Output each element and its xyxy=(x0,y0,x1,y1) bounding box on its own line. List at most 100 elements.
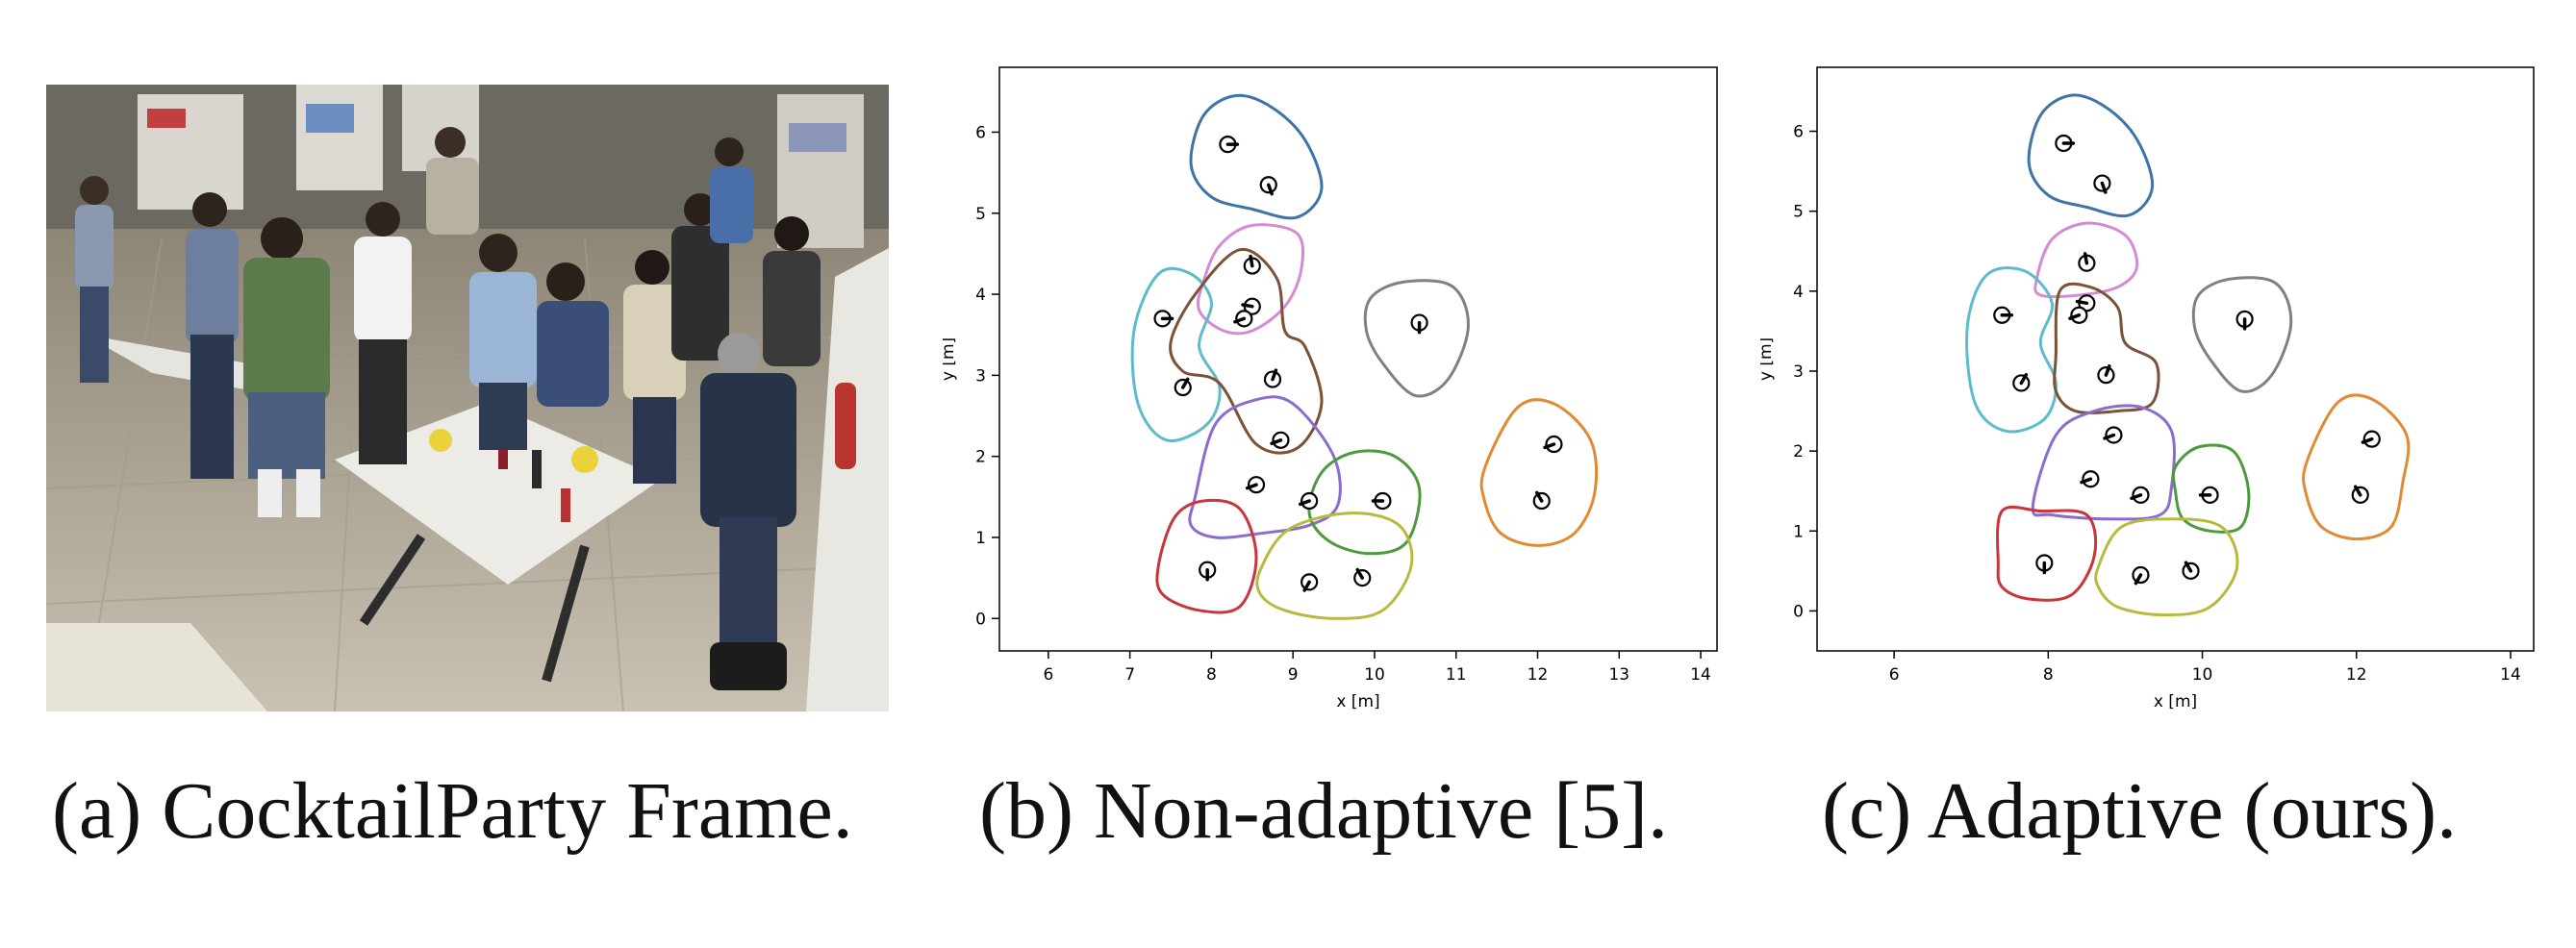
person-marker xyxy=(1245,476,1266,494)
x-tick-label: 14 xyxy=(1690,665,1711,685)
y-tick-label: 0 xyxy=(975,610,986,629)
x-tick-label: 12 xyxy=(1528,665,1549,685)
caption-b: (b) Non-adaptive [5]. xyxy=(979,766,1669,856)
person-marker xyxy=(2068,306,2088,324)
y-tick-label: 6 xyxy=(1793,123,1804,142)
y-tick-label: 2 xyxy=(975,448,986,467)
y-tick-label: 3 xyxy=(1793,362,1804,382)
person-marker xyxy=(2130,486,2150,504)
cocktail-party-photo xyxy=(45,85,890,712)
x-tick-label: 6 xyxy=(1889,665,1900,685)
person-marker xyxy=(1219,135,1240,154)
person-marker xyxy=(1993,306,2014,324)
person-marker xyxy=(2035,554,2054,575)
poster-board xyxy=(296,85,383,190)
person-marker xyxy=(1353,567,1372,587)
person-marker xyxy=(2097,363,2115,385)
person-marker xyxy=(2235,310,2254,331)
person-marker xyxy=(1199,561,1217,582)
group-outline xyxy=(1965,266,2058,434)
group-outline xyxy=(2191,276,2293,393)
x-tick-label: 13 xyxy=(1608,665,1629,685)
y-axis-label: y [m] xyxy=(943,337,958,381)
person-marker xyxy=(2012,373,2031,392)
y-tick-label: 5 xyxy=(1793,203,1804,222)
fire-extinguisher xyxy=(835,383,856,469)
poster-board xyxy=(402,85,479,171)
person-marker xyxy=(1174,377,1192,397)
person-marker xyxy=(1241,297,1261,315)
person-marker xyxy=(2093,174,2111,194)
person-marker xyxy=(2361,430,2381,448)
person-marker xyxy=(1410,313,1428,335)
group-outline xyxy=(1189,93,1324,220)
person-marker xyxy=(1259,176,1277,196)
group-outline xyxy=(1130,266,1222,442)
person-marker xyxy=(1543,435,1563,454)
plot-frame xyxy=(1816,66,2535,652)
caption-a: (a) CocktailParty Frame. xyxy=(52,766,853,856)
x-axis-label: x [m] xyxy=(1336,692,1379,711)
x-tick-label: 6 xyxy=(1043,665,1053,685)
person-marker xyxy=(2103,426,2123,444)
y-tick-label: 3 xyxy=(975,366,986,386)
person-marker xyxy=(2055,134,2076,153)
person-marker xyxy=(1233,310,1253,328)
x-tick-label: 10 xyxy=(2192,665,2213,685)
person-marker xyxy=(1270,431,1290,449)
x-tick-label: 11 xyxy=(1446,665,1467,685)
x-tick-label: 12 xyxy=(2346,665,2367,685)
group-outline xyxy=(1363,279,1470,398)
plot-frame xyxy=(998,66,1718,652)
y-tick-label: 6 xyxy=(975,123,986,142)
person-marker xyxy=(1153,310,1174,328)
person-marker xyxy=(1371,491,1392,511)
person-marker xyxy=(2132,565,2150,586)
person-marker xyxy=(1298,491,1319,511)
group-outline xyxy=(1255,511,1414,620)
y-tick-label: 5 xyxy=(975,205,986,224)
person-marker xyxy=(2075,294,2096,312)
group-outline xyxy=(2031,404,2176,521)
x-tick-label: 7 xyxy=(1124,665,1135,685)
y-tick-label: 2 xyxy=(1793,442,1804,462)
person-marker xyxy=(1301,573,1319,592)
x-tick-label: 9 xyxy=(1288,665,1299,685)
caption-c: (c) Adaptive (ours). xyxy=(1822,766,2458,856)
group-outline xyxy=(2302,393,2411,541)
group-outline xyxy=(1307,449,1422,556)
x-tick-label: 14 xyxy=(2500,665,2521,685)
group-outline xyxy=(1155,498,1258,614)
person-marker xyxy=(1532,490,1551,511)
person-marker xyxy=(1243,254,1261,275)
floor-light xyxy=(46,623,267,711)
y-tick-label: 4 xyxy=(1793,283,1804,302)
person-marker xyxy=(2182,561,2200,580)
bag xyxy=(710,642,787,690)
person-marker xyxy=(2080,470,2100,488)
y-tick-label: 0 xyxy=(1793,602,1804,621)
person-marker xyxy=(2078,252,2096,272)
x-tick-label: 8 xyxy=(2043,665,2054,685)
group-outline xyxy=(2094,517,2239,617)
right-wall xyxy=(806,248,889,711)
y-tick-label: 1 xyxy=(1793,522,1804,541)
group-outline xyxy=(1169,248,1324,455)
y-axis-label: y [m] xyxy=(1760,337,1776,381)
y-tick-label: 4 xyxy=(975,286,986,305)
x-tick-label: 10 xyxy=(1364,665,1385,685)
group-outline xyxy=(1479,398,1599,547)
group-outline xyxy=(2053,282,2160,414)
person-marker xyxy=(2351,485,2369,504)
group-outline xyxy=(1996,505,2098,602)
person-marker xyxy=(1263,368,1282,388)
group-outline xyxy=(2171,443,2251,534)
x-tick-label: 8 xyxy=(1206,665,1217,685)
group-outline xyxy=(1188,395,1342,539)
x-axis-label: x [m] xyxy=(2154,692,2197,711)
people xyxy=(75,127,856,690)
